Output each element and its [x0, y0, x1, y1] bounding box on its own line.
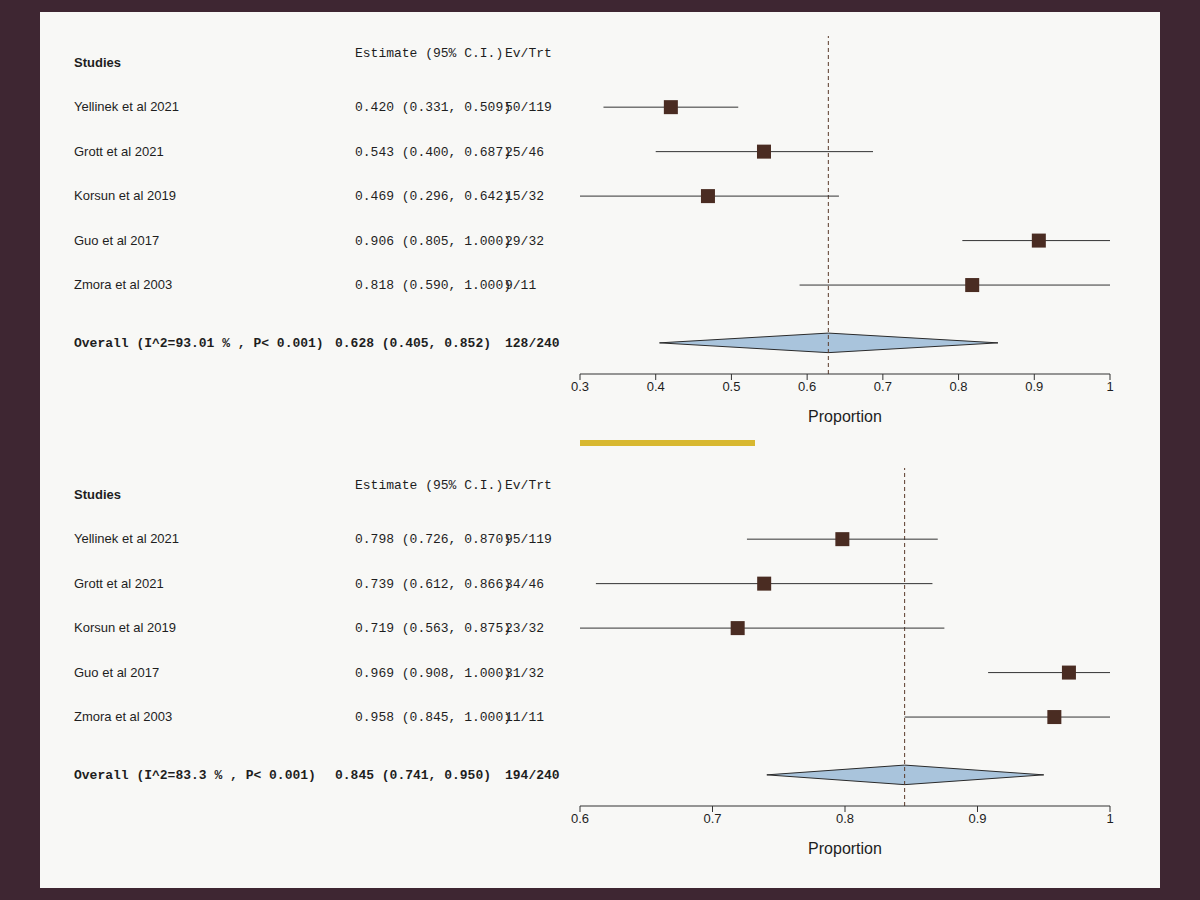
- svg-text:34/46: 34/46: [505, 577, 544, 592]
- svg-text:Zmora et al 2003: Zmora et al 2003: [74, 709, 172, 724]
- svg-text:128/240: 128/240: [505, 336, 560, 351]
- svg-text:Guo et al 2017: Guo et al 2017: [74, 233, 159, 248]
- svg-text:Guo et al 2017: Guo et al 2017: [74, 665, 159, 680]
- svg-text:Proportion: Proportion: [808, 840, 882, 857]
- svg-text:194/240: 194/240: [505, 768, 560, 783]
- svg-text:1: 1: [1106, 379, 1113, 394]
- svg-text:0.628 (0.405, 0.852): 0.628 (0.405, 0.852): [335, 336, 491, 351]
- svg-text:95/119: 95/119: [505, 532, 552, 547]
- svg-text:0.9: 0.9: [1025, 379, 1043, 394]
- svg-text:Korsun et al 2019: Korsun et al 2019: [74, 620, 176, 635]
- svg-text:0.469 (0.296, 0.642): 0.469 (0.296, 0.642): [355, 189, 511, 204]
- svg-text:0.420 (0.331, 0.509): 0.420 (0.331, 0.509): [355, 100, 511, 115]
- svg-text:9/11: 9/11: [505, 278, 536, 293]
- svg-text:0.969 (0.908, 1.000): 0.969 (0.908, 1.000): [355, 666, 511, 681]
- svg-text:0.4: 0.4: [647, 379, 665, 394]
- svg-text:0.5: 0.5: [722, 379, 740, 394]
- svg-text:0.798 (0.726, 0.870): 0.798 (0.726, 0.870): [355, 532, 511, 547]
- svg-text:29/32: 29/32: [505, 234, 544, 249]
- svg-text:0.719 (0.563, 0.875): 0.719 (0.563, 0.875): [355, 621, 511, 636]
- svg-text:31/32: 31/32: [505, 666, 544, 681]
- svg-text:Yellinek et al 2021: Yellinek et al 2021: [74, 99, 179, 114]
- svg-text:0.7: 0.7: [703, 811, 721, 826]
- svg-text:0.906 (0.805, 1.000): 0.906 (0.805, 1.000): [355, 234, 511, 249]
- svg-text:Ev/Trt: Ev/Trt: [505, 478, 552, 493]
- svg-text:Grott et al 2021: Grott et al 2021: [74, 576, 164, 591]
- svg-text:Estimate (95% C.I.): Estimate (95% C.I.): [355, 46, 503, 61]
- svg-text:Studies: Studies: [74, 487, 121, 502]
- svg-text:0.8: 0.8: [950, 379, 968, 394]
- svg-text:23/32: 23/32: [505, 621, 544, 636]
- svg-text:0.739 (0.612, 0.866): 0.739 (0.612, 0.866): [355, 577, 511, 592]
- svg-text:Yellinek et al 2021: Yellinek et al 2021: [74, 531, 179, 546]
- svg-text:0.8: 0.8: [836, 811, 854, 826]
- svg-text:Korsun et al 2019: Korsun et al 2019: [74, 188, 176, 203]
- svg-text:0.7: 0.7: [874, 379, 892, 394]
- svg-text:11/11: 11/11: [505, 710, 544, 725]
- svg-text:Overall (I^2=93.01 % , P< 0.00: Overall (I^2=93.01 % , P< 0.001): [74, 336, 324, 351]
- svg-text:0.958 (0.845, 1.000): 0.958 (0.845, 1.000): [355, 710, 511, 725]
- svg-text:0.6: 0.6: [798, 379, 816, 394]
- svg-text:0.845 (0.741, 0.950): 0.845 (0.741, 0.950): [335, 768, 491, 783]
- svg-text:0.543 (0.400, 0.687): 0.543 (0.400, 0.687): [355, 145, 511, 160]
- svg-text:0.6: 0.6: [571, 811, 589, 826]
- svg-text:1: 1: [1106, 811, 1113, 826]
- svg-text:0.3: 0.3: [571, 379, 589, 394]
- svg-text:Estimate (95% C.I.): Estimate (95% C.I.): [355, 478, 503, 493]
- svg-text:Proportion: Proportion: [808, 408, 882, 425]
- svg-text:0.818 (0.590, 1.000): 0.818 (0.590, 1.000): [355, 278, 511, 293]
- svg-text:Zmora et al 2003: Zmora et al 2003: [74, 277, 172, 292]
- svg-text:Ev/Trt: Ev/Trt: [505, 46, 552, 61]
- svg-text:Grott et al 2021: Grott et al 2021: [74, 144, 164, 159]
- svg-text:0.9: 0.9: [968, 811, 986, 826]
- svg-text:Overall (I^2=83.3 % , P< 0.001: Overall (I^2=83.3 % , P< 0.001): [74, 768, 316, 783]
- svg-text:25/46: 25/46: [505, 145, 544, 160]
- svg-text:Studies: Studies: [74, 55, 121, 70]
- svg-text:50/119: 50/119: [505, 100, 552, 115]
- svg-text:15/32: 15/32: [505, 189, 544, 204]
